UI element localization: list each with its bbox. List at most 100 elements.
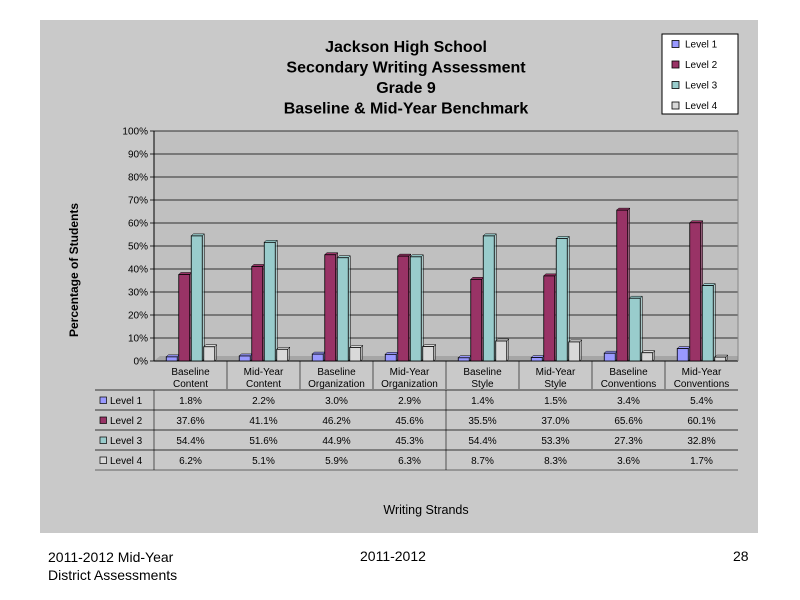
bar [628,297,641,362]
bar [324,254,337,362]
bar [482,235,495,362]
x-tick-label: Content [173,379,208,390]
bar [422,346,435,362]
legend-swatch [671,60,680,69]
footer-district-label: District Assessments [48,567,178,583]
table-cell: 3.4% [617,396,640,407]
table-legend-key [99,396,107,404]
table-row-label: Level 1 [110,396,143,407]
table-cell: 5.4% [690,396,713,407]
bar [238,355,251,362]
bar [251,266,264,362]
y-tick-label: 20% [128,311,148,322]
table-cell: 46.2% [322,416,350,427]
table-legend-key [99,456,107,464]
y-tick-label: 100% [122,127,148,138]
x-tick-label: Content [246,379,281,390]
table-cell: 1.5% [544,396,567,407]
x-tick-label: Organization [308,379,365,390]
bar [689,222,702,362]
footer-center: 2011-2012 [360,548,426,564]
bar [495,340,508,362]
table-cell: 37.6% [176,416,204,427]
x-tick-label: Organization [381,379,438,390]
table-cell: 41.1% [249,416,277,427]
table-row-label: Level 2 [110,416,143,427]
x-tick-label: Conventions [674,379,730,390]
y-tick-label: 50% [128,242,148,253]
table-cell: 5.1% [252,456,275,467]
table-cell: 54.4% [176,436,204,447]
y-tick-label: 10% [128,334,148,345]
chart-title-line: Grade 9 [376,80,436,97]
table-cell: 51.6% [249,436,277,447]
bar [397,255,410,362]
legend-swatch [671,101,680,110]
page-number: 28 [733,548,749,564]
legend: Level 1 Level 2 Level 3 Level 4 [661,33,739,115]
bar [276,348,289,362]
table-row-label: Level 3 [110,436,143,447]
table-cell: 45.6% [395,416,423,427]
x-tick-label: Mid-Year [244,367,284,378]
legend-swatch [671,40,680,48]
table-cell: 2.2% [252,396,275,407]
x-tick-label: Baseline [609,367,648,378]
y-tick-label: 90% [128,150,148,161]
bar [568,341,581,362]
bar [165,356,178,362]
y-tick-label: 60% [128,219,148,230]
y-tick-label: 0% [134,357,149,368]
table-cell: 65.6% [614,416,642,427]
y-tick-label: 70% [128,196,148,207]
table-cell: 32.8% [687,436,715,447]
x-tick-label: Baseline [317,367,356,378]
bar [530,357,543,362]
bar [336,257,349,362]
legend-label: Level 1 [685,40,718,51]
table-cell: 45.3% [395,436,423,447]
legend-label: Level 4 [685,101,718,112]
y-tick-label: 30% [128,288,148,299]
table-cell: 44.9% [322,436,350,447]
table-cell: 2.9% [398,396,421,407]
bar [178,274,191,362]
bar [714,356,727,362]
x-tick-label: Mid-Year [536,367,576,378]
table-cell: 3.0% [325,396,348,407]
bar [349,347,362,362]
bar [603,352,616,362]
table-cell: 8.7% [471,456,494,467]
bar [384,353,397,362]
bar [190,235,203,362]
bar [555,238,568,362]
table-cell: 8.3% [544,456,567,467]
table-cell: 3.6% [617,456,640,467]
x-axis-label: Writing Strands [383,503,468,517]
table-legend-key [99,436,107,444]
table-cell: 54.4% [468,436,496,447]
bar [263,241,276,362]
table-cell: 27.3% [614,436,642,447]
bar [543,275,556,362]
x-tick-label: Style [471,379,494,390]
table-cell: 6.2% [179,456,202,467]
y-tick-label: 80% [128,173,148,184]
x-tick-label: Baseline [171,367,210,378]
data-table: Level 1 1.8% 2.2% 3.0% 2.9% 1.4% 1.5% 3.4% 5.4% L… [95,389,738,471]
bar [457,357,470,362]
y-tick-label: 40% [128,265,148,276]
legend-label: Level 2 [685,60,718,71]
y-axis-label: Percentage of Students [67,203,81,337]
table-cell: 37.0% [541,416,569,427]
bar [470,278,483,362]
x-tick-label: Style [544,379,567,390]
slide-panel: Jackson High School Secondary Writing Ass… [40,20,758,533]
table-cell: 53.3% [541,436,569,447]
table-cell: 60.1% [687,416,715,427]
legend-swatch [671,81,680,89]
x-tick-label: Baseline [463,367,502,378]
footer-left: 2011-2012 Mid-Year District Assessments [48,548,177,584]
chart-title: Jackson High School Secondary Writing Ass… [284,39,529,118]
plot-floor [154,356,738,361]
